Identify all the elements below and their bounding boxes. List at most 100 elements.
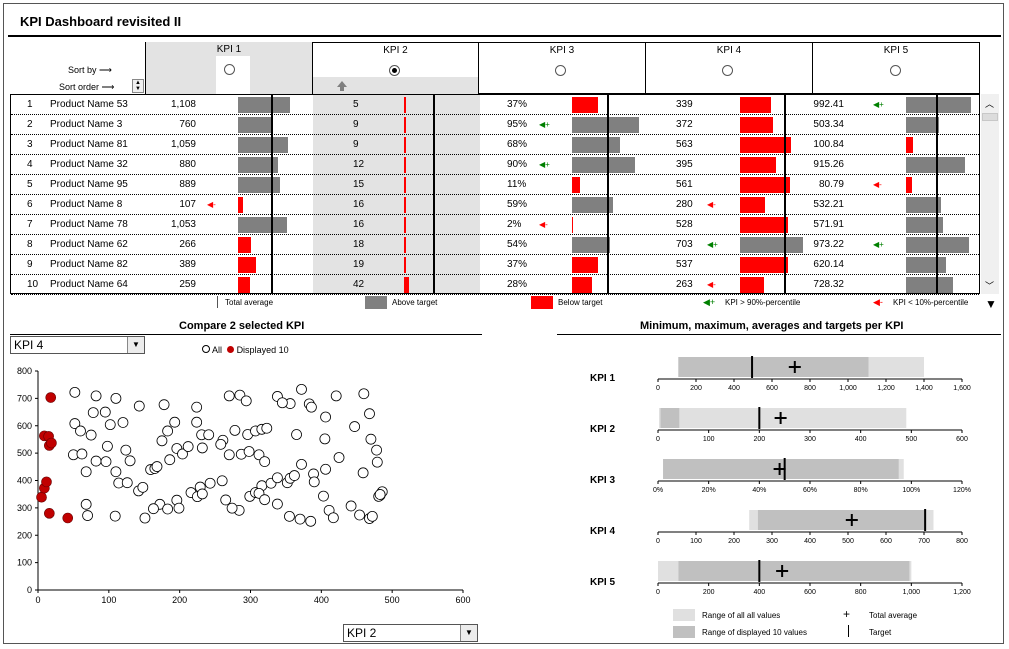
table-row[interactable]: 2 Product Name 3 760 9 95% 372 503.34 ◀+ (11, 115, 979, 135)
x-tick-label: 300 (243, 595, 258, 605)
bullet-tick-label: 200 (690, 385, 702, 392)
scatter-point (320, 463, 331, 475)
scatter-point (169, 416, 181, 428)
scatter-point (156, 435, 168, 447)
kpi5-bar (906, 157, 965, 173)
bullet-kpi-label: KPI 3 (590, 475, 615, 486)
table-row[interactable]: 1 Product Name 53 1,108 5 37% 339 992.41 ◀+ (11, 95, 979, 115)
kpi1-bar (238, 137, 288, 153)
kpi1-value: 1,059 (170, 139, 196, 150)
kpi-1-label: KPI 1 (216, 44, 242, 55)
table-row[interactable]: 8 Product Name 62 266 18 54% 703 973.22 ◀+ ◀+ (11, 235, 979, 255)
kpi2-bar (404, 157, 406, 173)
scatter-point-displayed (44, 508, 55, 519)
scatter-point (319, 433, 331, 445)
table-row[interactable]: 5 Product Name 95 889 15 11% 561 80.79 ◀- (11, 175, 979, 195)
kpi5-value: 571.91 (813, 219, 844, 230)
bullet-tick-label: 0% (653, 487, 663, 494)
chevron-down-icon[interactable]: ▼ (460, 625, 477, 641)
kpi1-value: 880 (179, 159, 196, 170)
table-row[interactable]: 4 Product Name 32 880 12 90% 395 915.26 ◀+ (11, 155, 979, 175)
x-tick-label: 500 (385, 595, 400, 605)
kpi5-bar (906, 217, 943, 233)
expand-down-icon[interactable]: ▼ (985, 297, 997, 311)
scatter-chart: 0 100 200 300 400 500 600 0 100 200 300 400 500 600 70… (17, 366, 471, 605)
table-row[interactable]: 6 Product Name 8 107 16 59% 280 532.21 ◀- ◀- (11, 195, 979, 215)
kpi3-value: 95% (507, 119, 528, 130)
y-tick-label: 400 (17, 476, 32, 486)
bullet-range-displayed (678, 357, 869, 377)
legend-range-displayed-swatch (673, 626, 695, 638)
kpi-2-radio[interactable] (389, 65, 400, 76)
scatter-point (148, 503, 159, 515)
table-scrollbar[interactable]: ︿ ﹀ (981, 94, 999, 294)
sort-by-label: Sort by ⟶ (68, 65, 112, 75)
table-row[interactable]: 7 Product Name 78 1,053 16 2% 528 571.91 ◀- (11, 215, 979, 235)
bullet-legend: Range of all all values Range of display… (673, 607, 993, 641)
legend-range-all-swatch (673, 609, 695, 621)
kpi-3-radio[interactable] (555, 65, 566, 76)
kpi1-value: 760 (179, 119, 196, 130)
kpi1-bar (238, 237, 251, 253)
kpi-4-radio[interactable] (722, 65, 733, 76)
kpi3-bar (572, 137, 620, 153)
scatter-point (76, 448, 88, 460)
scatter-point (158, 399, 170, 411)
scatter-title: Compare 2 selected KPI (179, 320, 305, 332)
table-row[interactable]: 3 Product Name 81 1,059 9 68% 563 100.84 (11, 135, 979, 155)
y-kpi-select[interactable]: KPI 4 ▼ (10, 336, 145, 354)
scatter-point-displayed (41, 476, 52, 488)
x-kpi-select[interactable]: KPI 2 ▼ (343, 624, 478, 642)
kpi3-value: 37% (507, 99, 528, 110)
scatter-point (164, 454, 176, 466)
row-rank: 9 (27, 259, 33, 270)
row-rank: 3 (27, 139, 33, 150)
scatter-point (204, 477, 216, 489)
scatter-point (196, 442, 208, 454)
scatter-point (223, 449, 235, 461)
total-average-line (607, 95, 609, 293)
bottom-percentile-arrow-icon: ◀- (207, 200, 216, 209)
bullet-tick-label: 400 (753, 589, 765, 596)
table-row[interactable]: 9 Product Name 82 389 19 37% 537 620.14 (11, 255, 979, 275)
kpi2-bar (404, 177, 406, 193)
row-rank: 1 (27, 99, 33, 110)
total-average-line (784, 95, 786, 293)
scatter-point-displayed (46, 437, 57, 449)
scatter-point (151, 461, 163, 472)
bullet-range-displayed (660, 408, 680, 428)
scatter-point (272, 498, 283, 510)
product-name: Product Name 62 (50, 239, 128, 250)
scatter-point (75, 425, 86, 437)
sort-arrow-icon[interactable] (337, 81, 347, 87)
scatter-point (229, 425, 241, 436)
bullet-tick-label: 200 (728, 538, 740, 545)
kpi-1-radio[interactable] (224, 64, 235, 75)
kpi-5-radio[interactable] (890, 65, 901, 76)
scatter-point (289, 470, 300, 481)
scatter-point (330, 390, 342, 402)
x-tick-label: 0 (35, 595, 40, 605)
kpi5-value: 620.14 (813, 259, 844, 270)
kpi-2-label: KPI 2 (383, 45, 408, 56)
kpi1-bar (238, 277, 250, 293)
kpi2-bar (404, 217, 406, 233)
product-name: Product Name 95 (50, 179, 128, 190)
scatter-point (80, 466, 92, 478)
scatter-point (162, 503, 174, 515)
kpi1-value: 889 (179, 179, 196, 190)
scroll-thumb[interactable] (982, 113, 998, 121)
kpi3-value: 37% (507, 259, 528, 270)
scatter-point (305, 515, 317, 527)
scroll-up-icon[interactable]: ︿ (985, 99, 995, 109)
scatter-point (259, 494, 271, 506)
sort-order-spinner[interactable]: ▲ ▼ (132, 79, 144, 93)
kpi5-value: 915.26 (813, 159, 844, 170)
kpi3-value: 68% (507, 139, 528, 150)
kpi4-bar (740, 277, 764, 293)
product-name: Product Name 3 (50, 119, 123, 130)
table-row[interactable]: 10 Product Name 64 259 42 28% 263 728.32 ◀- (11, 275, 979, 295)
kpi4-bar (740, 157, 776, 173)
scroll-down-icon[interactable]: ﹀ (985, 281, 995, 291)
chevron-down-icon[interactable]: ▼ (127, 337, 144, 353)
